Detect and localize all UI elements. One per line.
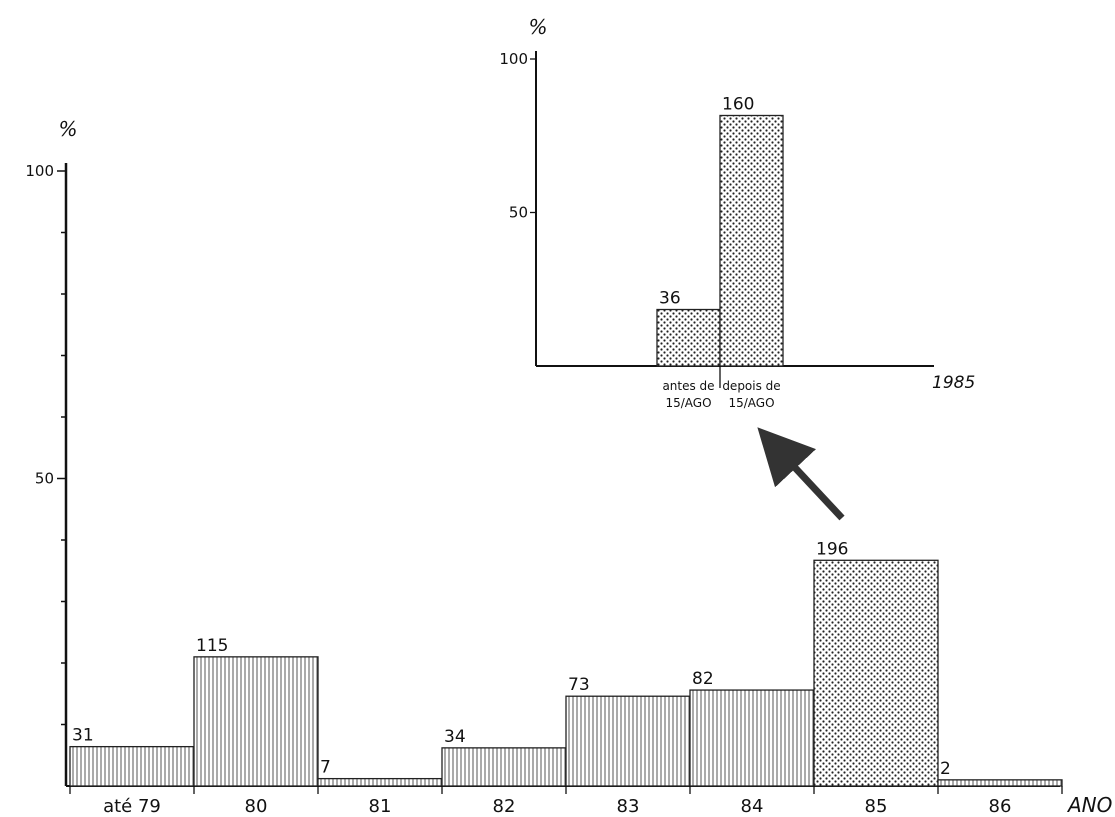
main-bar-value-label: 196	[816, 539, 848, 559]
main-bar-value-label: 73	[568, 675, 590, 695]
main-bar	[813, 559, 939, 787]
main-bar-value-label: 34	[444, 727, 466, 747]
inset-y-axis-label: %	[528, 15, 547, 39]
main-bar	[689, 689, 815, 787]
main-bar	[441, 747, 567, 787]
main-bar-value-label: 7	[320, 758, 331, 778]
inset-x-tick-label: antes de	[662, 379, 714, 393]
inset-chart: 100 50% 36 antes de 15/AGO 160 depois de 15/AGO…	[499, 15, 975, 410]
zoom-arrow	[757, 427, 845, 521]
main-bar-value-label: 82	[692, 669, 714, 689]
inset-bar	[719, 114, 784, 367]
main-y-tick-label: 50	[35, 470, 54, 488]
main-bar	[69, 745, 195, 787]
inset-x-tick-label: 15/AGO	[665, 396, 711, 410]
main-x-tick-label: 83	[617, 796, 640, 817]
main-y-tick-label: 100	[25, 162, 54, 180]
inset-y-tick-label: 50	[509, 204, 528, 222]
inset-x-tick-label: depois de	[722, 379, 780, 393]
inset-x-axis-label: 1985	[932, 373, 975, 393]
main-y-axis-label: %	[58, 117, 77, 141]
main-bar-value-label: 115	[196, 636, 228, 656]
main-x-tick-label: 82	[493, 796, 516, 817]
main-bar-value-label: 2	[940, 759, 951, 779]
main-x-tick-label: 85	[865, 796, 888, 817]
main-bar	[193, 656, 319, 787]
inset-y-tick-label: 100	[499, 50, 528, 68]
main-bar-value-label: 31	[72, 726, 94, 746]
main-x-tick-label: 84	[741, 796, 764, 817]
main-x-tick-label: 80	[245, 796, 268, 817]
main-bar	[565, 695, 691, 787]
inset-bar-value-label: 36	[659, 289, 681, 309]
main-x-tick-label: 86	[989, 796, 1012, 817]
inset-bar-value-label: 160	[722, 94, 754, 114]
main-chart: 100 50% 31 até 79 115 80 7 81 34 82 73 83 82 84 196 85 2…	[25, 117, 1112, 817]
inset-x-tick-label: 15/AGO	[728, 396, 774, 410]
main-bar	[317, 777, 443, 787]
main-bar	[937, 779, 1063, 787]
main-x-tick-label: 81	[369, 796, 392, 817]
main-x-axis-label: ANO	[1066, 793, 1112, 817]
main-x-tick-label: até 79	[103, 796, 161, 817]
inset-bar	[656, 308, 721, 367]
